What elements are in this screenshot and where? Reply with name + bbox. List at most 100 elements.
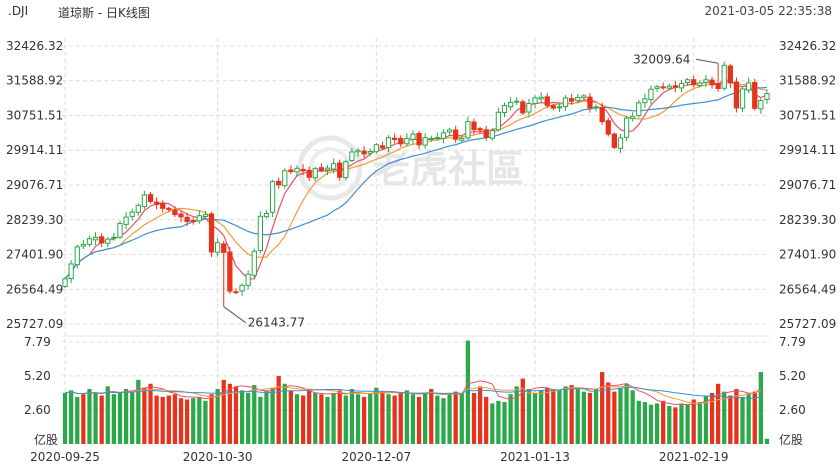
candle-down	[709, 79, 715, 86]
candle-up	[526, 102, 532, 113]
volume-bar-up	[343, 395, 348, 444]
volume-bar-up	[130, 391, 135, 444]
volume-bar-down	[178, 398, 184, 444]
date-tick-label: 2020-09-25	[30, 450, 100, 464]
date-tick-label: 2021-02-19	[659, 450, 729, 464]
volume-bar-down	[81, 394, 86, 444]
candle-up	[446, 129, 453, 133]
candle-down	[733, 81, 740, 109]
candle-up	[642, 98, 648, 104]
volume-bar-down	[484, 396, 489, 444]
date-tick-label: 2021-01-13	[500, 450, 570, 464]
volume-bar-up	[374, 387, 379, 444]
candle-down	[398, 137, 404, 145]
grid-lines	[62, 38, 770, 444]
candle-up	[117, 223, 123, 238]
volume-bar-down	[184, 399, 190, 444]
volume-bar-down	[300, 395, 306, 444]
volume-bar-down	[227, 383, 232, 444]
volume-bar-down	[520, 378, 525, 444]
candle-up	[739, 88, 746, 109]
candle-down	[160, 203, 166, 209]
volume-bar-up	[435, 395, 440, 444]
volume-bar-up	[630, 390, 635, 444]
volume-bar-up	[465, 340, 471, 444]
candle-up	[343, 161, 349, 179]
candle-up	[404, 137, 410, 145]
volume-bar-down	[99, 395, 104, 444]
candle-up	[428, 137, 434, 140]
volume-bar-up	[636, 400, 641, 444]
volume-bar-up	[105, 386, 110, 444]
candle-up	[111, 236, 117, 239]
volume-bar-down	[661, 400, 666, 444]
candle-down	[190, 219, 196, 222]
volume-bar-down	[172, 394, 178, 444]
candle-up	[312, 168, 318, 179]
volume-bar-up	[758, 371, 763, 444]
volume-bar-up	[404, 390, 409, 444]
candle-down	[416, 132, 422, 146]
candle-up	[349, 151, 355, 162]
candle-up	[746, 82, 752, 91]
candle-up	[123, 216, 129, 225]
volume-bar-down	[545, 387, 550, 444]
price-tick-label-right: 28239.30	[779, 213, 836, 227]
volume-bar-up	[123, 389, 129, 444]
date-axis: 2020-09-25 2020-10-30 2020-12-07 2021-01-13…	[30, 450, 728, 464]
candle-up	[269, 181, 276, 213]
candle-down	[300, 168, 306, 172]
volume-bar-down	[691, 399, 696, 444]
candle-up	[422, 137, 428, 146]
candle-down	[483, 129, 489, 138]
candle-down	[727, 65, 733, 84]
candle-down	[520, 101, 526, 114]
candle-up	[68, 263, 74, 280]
volume-bar-up	[490, 403, 495, 444]
volume-bar-up	[264, 390, 269, 444]
volume-bar-up	[722, 391, 727, 444]
max-price-label: 32009.64	[633, 52, 690, 66]
watermark: 老虎社區	[297, 135, 524, 201]
volume-bar-up	[447, 394, 452, 444]
candle-down	[288, 169, 294, 173]
candle-up	[294, 167, 300, 173]
candle-up	[489, 129, 495, 139]
candle-up	[648, 88, 654, 101]
volume-bar-down	[477, 386, 483, 444]
volume-bar-down	[337, 390, 342, 444]
volume-bar-up	[740, 396, 745, 444]
candle-up	[514, 100, 520, 103]
volume-bar-up	[593, 389, 599, 444]
volume-tick-label-right: 2.60	[779, 403, 806, 417]
volume-bar-down	[673, 407, 678, 444]
volume-bar-down	[734, 389, 739, 444]
chart-header: .DJI 道琼斯 - 日K线图 2021-03-05 22:35:38	[0, 0, 840, 22]
volume-tick-label-left: 5.20	[24, 369, 51, 383]
candle-up	[355, 149, 361, 153]
candle-down	[477, 128, 483, 131]
volume-bar-up	[581, 391, 586, 444]
candle-down	[715, 83, 721, 90]
candle-up	[666, 85, 672, 89]
candle-up	[135, 204, 141, 213]
price-tick-label-right: 26564.49	[779, 282, 836, 296]
price-tick-label-left: 27401.90	[6, 247, 63, 261]
volume-bar-up	[203, 400, 208, 444]
price-tick-label-right: 30751.51	[779, 109, 836, 123]
volume-bar-up	[215, 389, 220, 444]
candle-down	[221, 243, 227, 253]
volume-bar-down	[233, 386, 239, 444]
candle-up	[129, 211, 135, 217]
volume-bar-down	[209, 394, 214, 444]
volume-bar-up	[532, 392, 538, 444]
candle-down	[691, 79, 697, 86]
volume-bar-down	[307, 390, 312, 444]
volume-bar-up	[697, 402, 702, 444]
volume-bar-down	[453, 391, 458, 444]
volume-bar-down	[551, 389, 556, 444]
candle-down	[166, 207, 172, 210]
volume-bar-up	[764, 438, 770, 444]
max-leader-line	[696, 58, 719, 64]
